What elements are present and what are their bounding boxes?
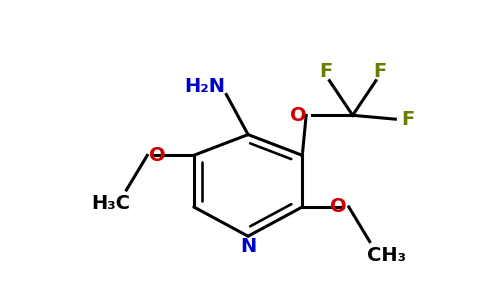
Text: F: F [319,62,332,81]
Text: O: O [331,197,347,216]
Text: O: O [290,106,307,125]
Text: F: F [373,62,386,81]
Text: F: F [401,110,414,129]
Text: O: O [149,146,166,165]
Text: CH₃: CH₃ [367,246,406,265]
Text: N: N [240,238,256,256]
Text: H₃C: H₃C [91,194,130,213]
Text: H₂N: H₂N [184,77,225,96]
